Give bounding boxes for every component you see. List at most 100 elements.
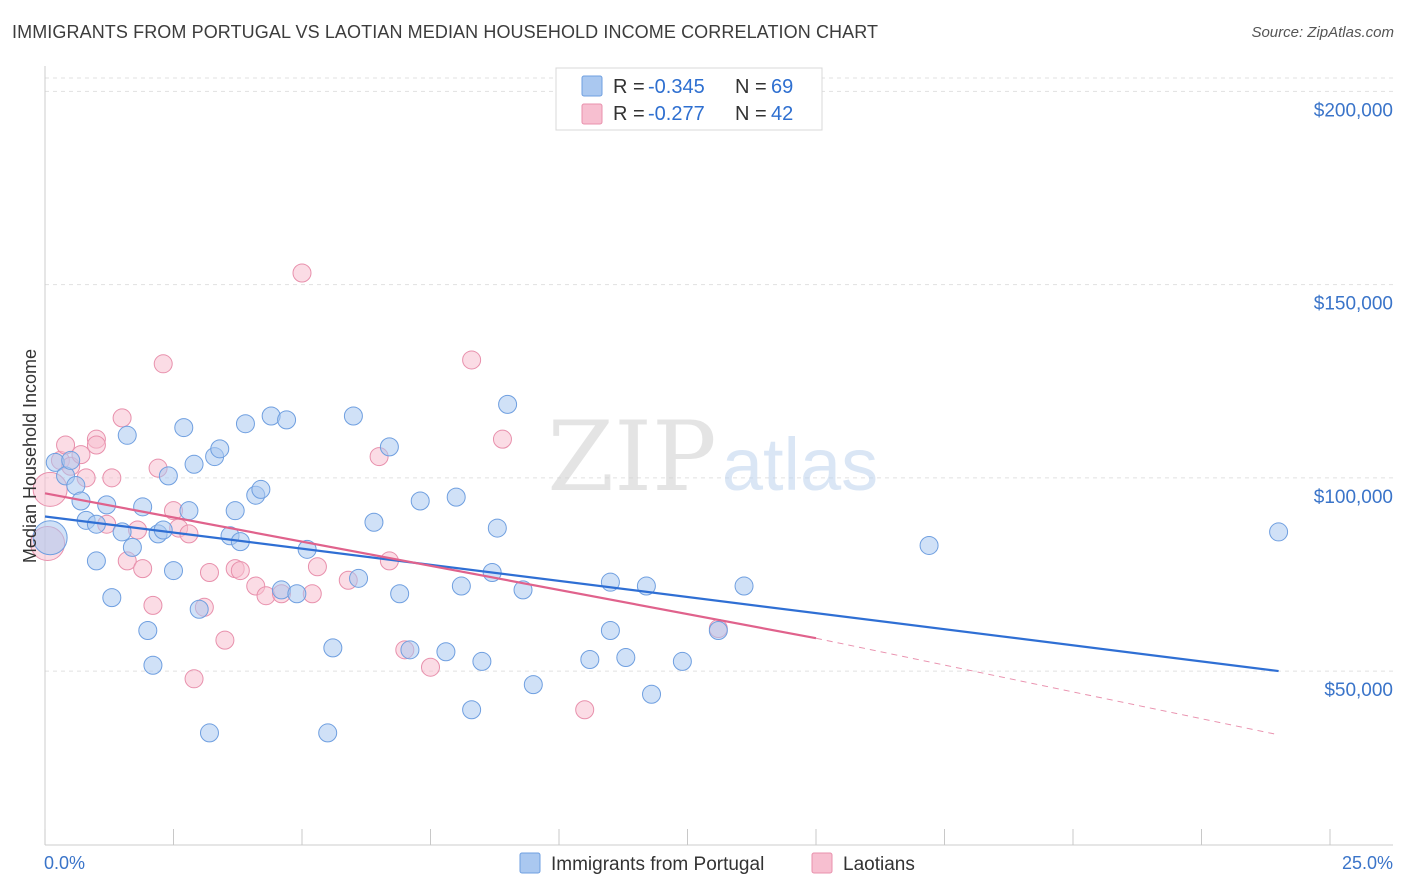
y-tick-label: $200,000	[1314, 100, 1393, 121]
data-point	[199, 723, 219, 743]
data-point	[919, 535, 939, 555]
data-point	[174, 418, 194, 438]
legend-r-label-2: R =	[613, 103, 645, 125]
data-point	[199, 563, 219, 583]
data-point	[102, 468, 122, 488]
data-point	[323, 638, 343, 658]
data-point	[600, 620, 620, 640]
data-point	[379, 437, 399, 457]
data-point	[343, 406, 363, 426]
data-point	[225, 501, 245, 521]
data-point	[462, 700, 482, 720]
data-point	[158, 466, 178, 486]
data-point	[251, 479, 271, 499]
series-legend-label-2: Laotians	[843, 854, 915, 875]
legend-r-value-2: -0.277	[648, 103, 705, 125]
data-point	[672, 651, 692, 671]
data-point	[215, 630, 235, 650]
trend-line-0	[44, 515, 1279, 673]
data-point	[117, 425, 137, 445]
data-point	[230, 561, 250, 581]
data-point	[523, 675, 543, 695]
data-point	[32, 520, 68, 556]
data-point	[277, 410, 297, 430]
legend-n-value-1: 69	[771, 76, 793, 98]
series-legend-label-1: Immigrants from Portugal	[551, 854, 764, 875]
data-point	[292, 263, 312, 283]
y-tick-label: $100,000	[1314, 487, 1393, 508]
legend-n-value-2: 42	[771, 103, 793, 125]
data-point	[184, 454, 204, 474]
y-tick-labels: $50,000 $100,000 $150,000 $200,000	[1314, 100, 1393, 701]
source-label: Source: ZipAtlas.com	[1251, 24, 1394, 41]
data-point	[580, 649, 600, 669]
axes	[44, 66, 1393, 846]
data-point	[487, 518, 507, 538]
legend-swatch-pink	[581, 103, 603, 125]
legend-n-label-2: N =	[735, 103, 767, 125]
trend-lines	[44, 492, 1279, 736]
data-point	[164, 561, 183, 581]
data-point	[734, 576, 754, 596]
legend-r-label-1: R =	[613, 76, 645, 98]
y-tick-label: $150,000	[1314, 294, 1393, 315]
legend-n-label-1: N =	[735, 76, 767, 98]
stats-legend: R = -0.345 N = 69 R = -0.277 N = 42	[555, 67, 823, 131]
data-point	[472, 651, 492, 671]
data-point	[410, 491, 430, 511]
trend-line-1	[44, 492, 817, 640]
data-point	[390, 584, 410, 604]
y-tick-label: $50,000	[1324, 680, 1393, 701]
data-point	[102, 588, 122, 608]
data-point	[61, 450, 81, 470]
data-point	[451, 576, 471, 596]
data-point	[307, 557, 327, 577]
legend-r-value-1: -0.345	[648, 76, 705, 98]
data-point	[133, 559, 153, 579]
data-point	[210, 439, 230, 459]
data-point	[492, 429, 512, 449]
data-point	[1269, 522, 1289, 542]
data-point	[498, 394, 518, 414]
legend-swatch-blue	[581, 75, 603, 97]
data-point	[708, 620, 728, 640]
data-point	[179, 501, 199, 521]
data-point	[421, 657, 440, 677]
trend-line-2	[815, 637, 1279, 736]
data-point	[349, 568, 369, 588]
portugal-points	[32, 394, 1289, 743]
watermark-atlas: atlas	[722, 423, 878, 506]
series-legend-swatch-blue	[519, 852, 541, 874]
data-point	[318, 723, 338, 743]
data-point	[112, 408, 132, 428]
data-point	[616, 648, 636, 668]
data-point	[575, 700, 595, 720]
data-point	[446, 487, 466, 507]
data-point	[143, 655, 163, 675]
data-point	[400, 640, 420, 660]
data-point	[513, 580, 533, 600]
watermark-zip: ZIP	[547, 401, 716, 513]
watermark: ZIP atlas	[547, 401, 878, 513]
data-point	[235, 414, 255, 434]
data-point	[642, 684, 662, 704]
data-point	[364, 512, 384, 532]
chart-title: IMMIGRANTS FROM PORTUGAL VS LAOTIAN MEDI…	[12, 22, 879, 42]
series-legend: Immigrants from Portugal Laotians	[519, 852, 915, 875]
y-axis-label: Median Household Income	[20, 349, 40, 563]
data-point	[122, 537, 142, 557]
data-point	[138, 620, 158, 640]
x-tick-label-end: 25.0%	[1342, 853, 1393, 873]
data-point	[287, 584, 307, 604]
data-point	[184, 669, 204, 689]
x-tick-label-start: 0.0%	[44, 853, 85, 873]
data-point	[86, 435, 106, 455]
data-point	[462, 350, 482, 370]
data-point	[436, 642, 456, 662]
data-point	[86, 551, 106, 571]
data-point	[189, 599, 209, 619]
data-point	[153, 354, 173, 374]
data-point	[143, 595, 163, 615]
series-legend-swatch-pink	[811, 852, 833, 874]
